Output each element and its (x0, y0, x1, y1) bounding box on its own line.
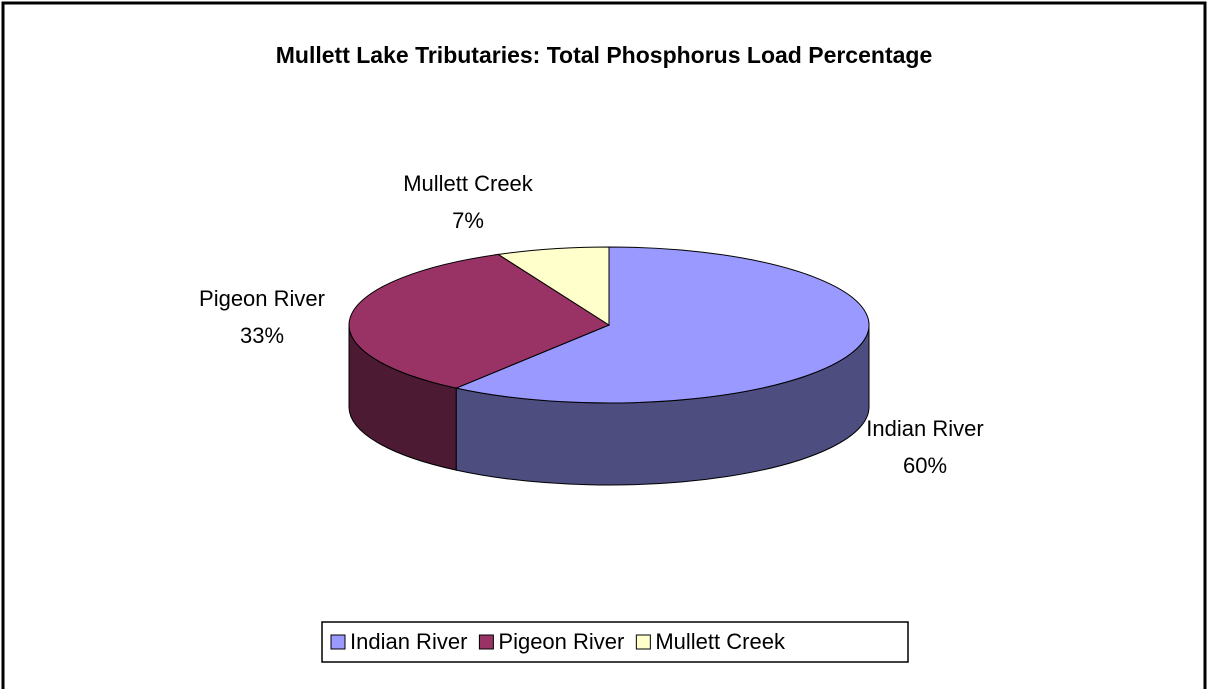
legend-label: Indian River (350, 629, 467, 654)
legend-swatch (635, 634, 651, 650)
data-label-name: Mullett Creek (403, 171, 534, 196)
data-label-value: 7% (452, 208, 484, 233)
legend-swatch (478, 634, 494, 650)
chart-title: Mullett Lake Tributaries: Total Phosphor… (276, 42, 932, 68)
data-label-name: Pigeon River (199, 286, 325, 311)
pie (348, 246, 870, 486)
legend-label: Pigeon River (498, 629, 624, 654)
pie-slice (496, 246, 610, 326)
legend-swatch (330, 634, 346, 650)
pie-slice (348, 253, 611, 389)
data-label-value: 33% (240, 323, 284, 348)
legend: Indian River Pigeon River Mullett Creek (330, 629, 786, 654)
legend-box (321, 621, 909, 663)
data-label-value: 60% (903, 453, 947, 478)
pie-slice (454, 246, 870, 404)
legend-label: Mullett Creek (655, 629, 786, 654)
data-label-name: Indian River (866, 416, 983, 441)
